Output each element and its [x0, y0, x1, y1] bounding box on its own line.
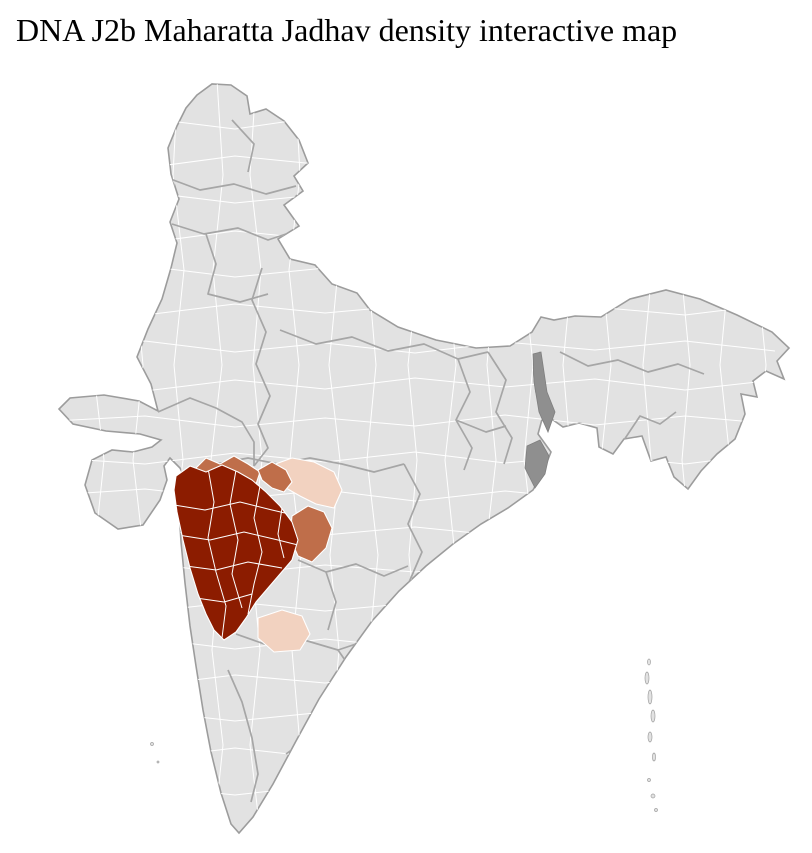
page-title: DNA J2b Maharatta Jadhav density interac… — [16, 12, 678, 48]
island-chains — [150, 658, 658, 812]
district-medium-upper-east[interactable] — [257, 461, 293, 493]
district-low-south[interactable] — [257, 609, 311, 653]
india-landmass[interactable] — [57, 83, 791, 835]
neighbor-region-shading — [524, 351, 556, 489]
density-low-districts — [257, 457, 343, 653]
high-density-district-lines — [174, 467, 298, 639]
state-boundaries — [157, 119, 705, 803]
density-cluster-maharashtra — [173, 455, 343, 653]
